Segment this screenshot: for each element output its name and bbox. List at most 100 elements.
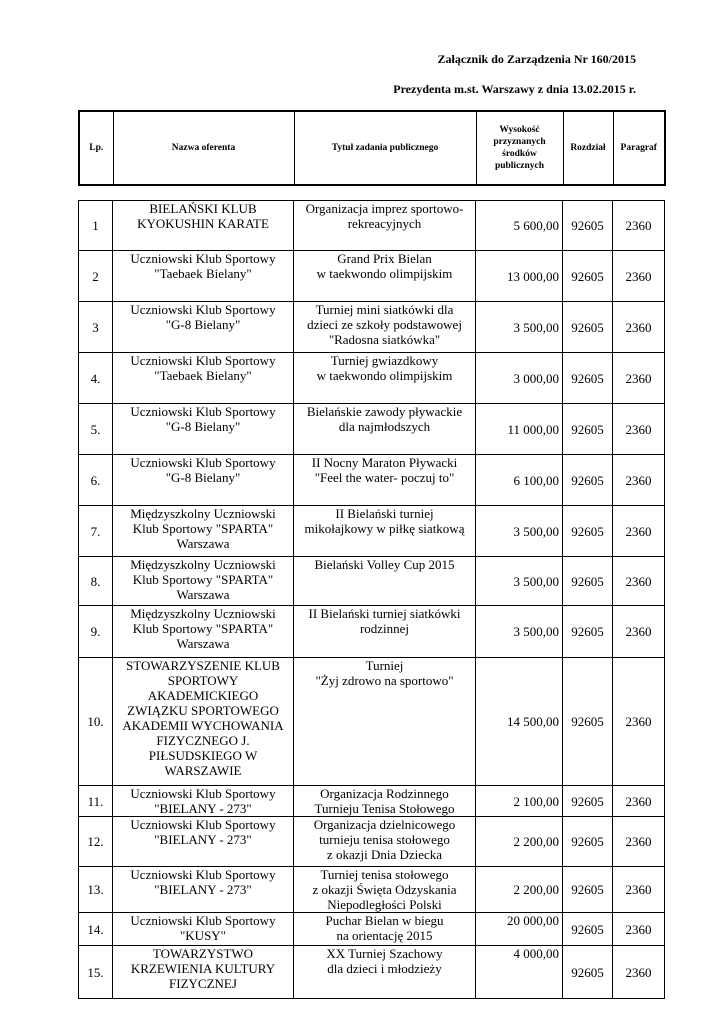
cell-amount: 4 000,00 [475,945,563,999]
annex-title: Załącznik do Zarządzenia Nr 160/2015 [437,52,636,66]
cell-amount: 2 100,00 [475,785,563,817]
cell-paragraf: 2360 [612,301,665,353]
cell-rozdzial: 92605 [562,912,613,946]
col-paragraf: Paragraf [612,110,666,186]
table-row: 7. Międzyszkolny Uczniowski Klub Sportowy… [78,505,665,557]
cell-rozdzial: 92605 [562,250,613,302]
cell-amount: 3 500,00 [475,605,563,658]
cell-paragraf: 2360 [612,816,665,867]
cell-title: Organizacja Rodzinnego Turnieju Tenisa S… [293,785,476,817]
cell-lp: 14. [78,912,113,946]
cell-amount: 5 600,00 [475,200,563,251]
table-header: Lp. Nazwa oferenta Tytuł zadania publicz… [78,110,666,186]
table-row: 9. Międzyszkolny Uczniowski Klub Sportowy… [78,605,665,658]
cell-paragraf: 2360 [612,505,665,557]
cell-paragraf: 2360 [612,945,665,999]
cell-rozdzial: 92605 [562,505,613,557]
cell-paragraf: 2360 [612,352,665,404]
cell-title: Turniej gwiazdkowy w taekwondo olimpijsk… [293,352,476,404]
cell-amount: 3 500,00 [475,556,563,606]
cell-lp: 1 [78,200,113,251]
cell-title: Puchar Bielan w biegu na orientację 2015 [293,912,476,946]
cell-name: Uczniowski Klub Sportowy "BIELANY - 273" [112,816,294,867]
col-amount: Wysokość przyznanych środków publicznych [475,110,564,186]
cell-name: Międzyszkolny Uczniowski Klub Sportowy "… [112,505,294,557]
cell-paragraf: 2360 [612,657,665,786]
cell-name: Uczniowski Klub Sportowy "G-8 Bielany" [112,403,294,455]
cell-rozdzial: 92605 [562,866,613,913]
cell-lp: 15. [78,945,113,999]
table-row: 1 BIELAŃSKI KLUB KYOKUSHIN KARATE Organiza… [78,200,665,251]
cell-paragraf: 2360 [612,866,665,913]
cell-name: Uczniowski Klub Sportowy "BIELANY - 273" [112,866,294,913]
cell-name: Międzyszkolny Uczniowski Klub Sportowy "… [112,556,294,606]
table-row: 15. TOWARZYSTWO KRZEWIENIA KULTURY FIZYCZ… [78,945,665,999]
cell-title: XX Turniej Szachowy dla dzieci i młodzie… [293,945,476,999]
cell-paragraf: 2360 [612,912,665,946]
table-row: 3 Uczniowski Klub Sportowy "G-8 Bielany" T… [78,301,665,353]
cell-name: Międzyszkolny Uczniowski Klub Sportowy "… [112,605,294,658]
cell-name: Uczniowski Klub Sportowy "BIELANY - 273" [112,785,294,817]
cell-name: Uczniowski Klub Sportowy "Taebaek Bielan… [112,352,294,404]
cell-title: II Nocny Maraton Pływacki "Feel the wate… [293,454,476,506]
cell-lp: 3 [78,301,113,353]
table-row: 4. Uczniowski Klub Sportowy "Taebaek Biel… [78,352,665,404]
cell-title: Organizacja dzielnicowego turnieju tenis… [293,816,476,867]
cell-rozdzial: 92605 [562,816,613,867]
cell-name: Uczniowski Klub Sportowy "KUSY" [112,912,294,946]
table-row: 8. Międzyszkolny Uczniowski Klub Sportowy… [78,556,665,606]
cell-name: Uczniowski Klub Sportowy "Taebaek Bielan… [112,250,294,302]
cell-name: Uczniowski Klub Sportowy "G-8 Bielany" [112,454,294,506]
cell-lp: 7. [78,505,113,557]
cell-title: Organizacja imprez sportowo- rekreacyjny… [293,200,476,251]
cell-lp: 11. [78,785,113,817]
cell-paragraf: 2360 [612,785,665,817]
cell-amount: 3 500,00 [475,301,563,353]
cell-paragraf: 2360 [612,556,665,606]
cell-amount: 3 500,00 [475,505,563,557]
cell-lp: 10. [78,657,113,786]
cell-paragraf: 2360 [612,403,665,455]
cell-rozdzial: 92605 [562,657,613,786]
cell-title: II Bielański turniej siatkówki rodzinnej [293,605,476,658]
cell-amount: 11 000,00 [475,403,563,455]
cell-title: Bielańskie zawody pływackie dla najmłods… [293,403,476,455]
annex-subtitle: Prezydenta m.st. Warszawy z dnia 13.02.2… [393,82,636,96]
cell-amount: 6 100,00 [475,454,563,506]
cell-rozdzial: 92605 [562,200,613,251]
table-row: 14. Uczniowski Klub Sportowy "KUSY" Puchar… [78,912,665,946]
grants-table: 1 BIELAŃSKI KLUB KYOKUSHIN KARATE Organiza… [78,200,665,999]
cell-title: Bielański Volley Cup 2015 [293,556,476,606]
cell-name: TOWARZYSTWO KRZEWIENIA KULTURY FIZYCZNEJ [112,945,294,999]
cell-title: Turniej tenisa stołowego z okazji Święta… [293,866,476,913]
cell-title: II Bielański turniej mikołajkowy w piłkę… [293,505,476,557]
cell-rozdzial: 92605 [562,945,613,999]
cell-lp: 12. [78,816,113,867]
cell-name: STOWARZYSZENIE KLUB SPORTOWY AKADEMICKIE… [112,657,294,786]
cell-rozdzial: 92605 [562,605,613,658]
table-row: 2 Uczniowski Klub Sportowy "Taebaek Biela… [78,250,665,302]
cell-amount: 3 000,00 [475,352,563,404]
table-row: 11. Uczniowski Klub Sportowy "BIELANY - 2… [78,785,665,817]
cell-rozdzial: 92605 [562,403,613,455]
table-row: 5. Uczniowski Klub Sportowy "G-8 Bielany"… [78,403,665,455]
table-row: 13. Uczniowski Klub Sportowy "BIELANY - 2… [78,866,665,913]
cell-amount: 2 200,00 [475,866,563,913]
cell-title: Turniej "Żyj zdrowo na sportowo" [293,657,476,786]
cell-lp: 4. [78,352,113,404]
table-row: 12. Uczniowski Klub Sportowy "BIELANY - 2… [78,816,665,867]
table-row: 10. STOWARZYSZENIE KLUB SPORTOWY AKADEMIC… [78,657,665,786]
cell-rozdzial: 92605 [562,454,613,506]
cell-lp: 9. [78,605,113,658]
cell-amount: 13 000,00 [475,250,563,302]
cell-paragraf: 2360 [612,454,665,506]
table-row: 6. Uczniowski Klub Sportowy "G-8 Bielany"… [78,454,665,506]
cell-name: Uczniowski Klub Sportowy "G-8 Bielany" [112,301,294,353]
cell-lp: 13. [78,866,113,913]
cell-title: Turniej mini siatkówki dla dzieci ze szk… [293,301,476,353]
col-rozdzial: Rozdział [562,110,614,186]
cell-lp: 2 [78,250,113,302]
cell-title: Grand Prix Bielan w taekwondo olimpijski… [293,250,476,302]
cell-lp: 5. [78,403,113,455]
col-lp: Lp. [78,110,114,186]
